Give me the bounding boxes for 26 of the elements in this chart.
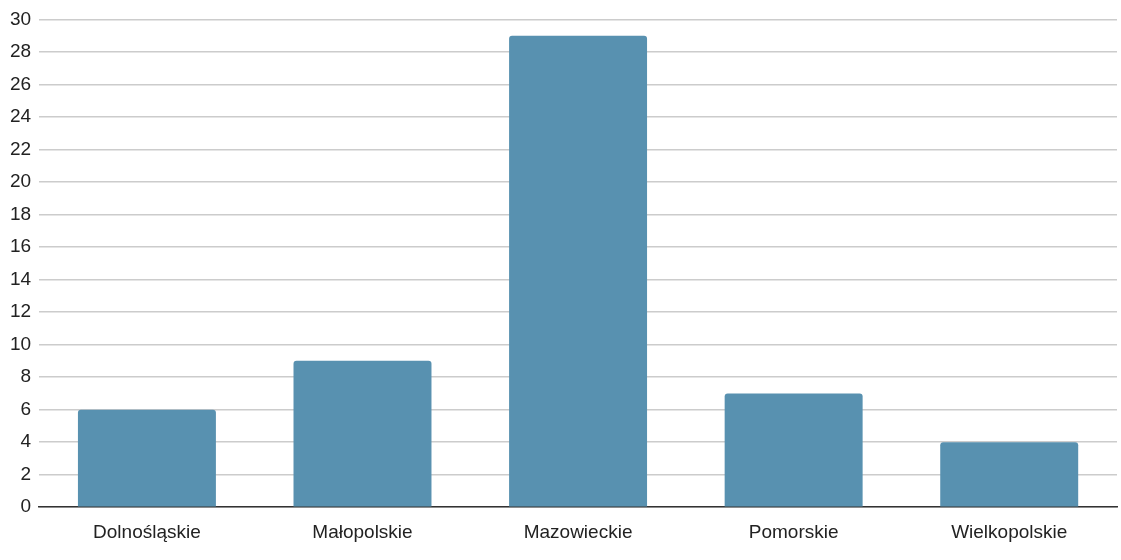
- bar: [293, 360, 432, 507]
- y-tick-label: 2: [20, 462, 32, 484]
- y-tick-label: 22: [9, 137, 32, 159]
- x-tick-label: Dolnośląskie: [93, 520, 201, 542]
- y-tick-label: 20: [9, 170, 32, 192]
- y-tick-label: 24: [9, 105, 32, 127]
- bar: [77, 409, 216, 507]
- y-tick-label: 26: [9, 72, 32, 94]
- x-tick-label: Małopolskie: [312, 520, 413, 542]
- bar: [509, 35, 648, 507]
- y-tick-label: 18: [9, 202, 32, 224]
- y-tick-label: 4: [20, 430, 32, 452]
- y-tick-label: 6: [20, 397, 32, 419]
- y-tick-label: 12: [9, 300, 32, 322]
- y-tick-label: 8: [20, 365, 32, 387]
- bar: [724, 393, 863, 507]
- y-tick-label: 0: [20, 495, 32, 517]
- y-tick-label: 10: [9, 332, 32, 354]
- y-tick-label: 16: [9, 235, 32, 257]
- x-tick-label: Mazowieckie: [523, 520, 633, 542]
- x-tick-label: Pomorskie: [748, 520, 839, 542]
- y-tick-label: 30: [9, 7, 32, 29]
- y-tick-label: 14: [9, 267, 32, 289]
- bar: [940, 442, 1079, 507]
- x-tick-label: Wielkopolskie: [951, 520, 1068, 542]
- y-tick-label: 28: [9, 40, 32, 62]
